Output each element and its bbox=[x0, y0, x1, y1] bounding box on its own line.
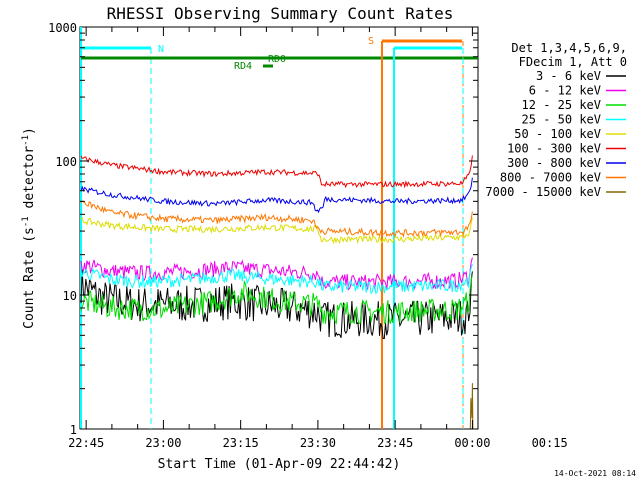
y-axis-label-end: ) bbox=[22, 127, 37, 135]
legend: Det 1,3,4,5,6,9, FDecim 1, Att 0 3 - 6 k… bbox=[485, 41, 627, 199]
legend-entry-label: 12 - 25 keV bbox=[522, 98, 601, 112]
series-line bbox=[80, 177, 473, 214]
chart-title: RHESSI Observing Summary Count Rates bbox=[107, 4, 454, 23]
flag-labels: N S RD4 RD0 bbox=[158, 36, 374, 72]
series-lines bbox=[80, 155, 474, 430]
series-line bbox=[80, 275, 473, 325]
timestamp: 14-Oct-2021 08:14 bbox=[554, 469, 636, 478]
x-axis: 22:45 23:00 23:15 23:30 23:45 00:00 00:15 bbox=[68, 27, 568, 450]
legend-entry-label: 6 - 12 keV bbox=[529, 84, 601, 98]
y-axis-label: Count Rate (s-1 detector-1) bbox=[21, 127, 37, 329]
x-tick-label: 23:45 bbox=[377, 436, 413, 450]
x-axis-label: Start Time (01-Apr-09 22:44:42) bbox=[158, 457, 401, 472]
flag-label-rd0: RD0 bbox=[268, 54, 286, 65]
series-line bbox=[80, 200, 473, 238]
y-axis-label-exp1: -1 bbox=[21, 216, 31, 227]
series-line bbox=[80, 155, 473, 189]
legend-header-1: Det 1,3,4,5,6,9, bbox=[511, 41, 627, 55]
legend-entry-label: 50 - 100 keV bbox=[514, 127, 601, 141]
y-axis-label-main: Count Rate (s bbox=[22, 227, 37, 329]
flag-label-n: N bbox=[158, 44, 164, 55]
series-line bbox=[80, 257, 473, 291]
flag-label-rd4: RD4 bbox=[234, 61, 252, 72]
flag-label-s: S bbox=[368, 36, 374, 47]
flag-lines bbox=[80, 27, 478, 429]
legend-header-2: FDecim 1, Att 0 bbox=[519, 55, 627, 69]
x-tick-label: 23:00 bbox=[145, 436, 181, 450]
plot-frame bbox=[79, 26, 479, 430]
y-axis-label-exp2: -1 bbox=[21, 135, 31, 146]
series-line bbox=[469, 383, 474, 430]
y-tick-label: 100 bbox=[55, 155, 77, 169]
x-tick-label: 22:45 bbox=[68, 436, 104, 450]
series-line bbox=[80, 216, 473, 245]
y-tick-label: 10 bbox=[63, 289, 77, 303]
y-axis-label-mid: detector bbox=[22, 146, 37, 217]
x-tick-label: 23:15 bbox=[223, 436, 259, 450]
legend-entry-label: 800 - 7000 keV bbox=[500, 171, 601, 185]
x-tick-label: 23:30 bbox=[300, 436, 336, 450]
x-tick-label: 00:15 bbox=[532, 436, 568, 450]
y-axis: 1 10 100 1000 bbox=[48, 21, 478, 437]
y-tick-label: 1000 bbox=[48, 21, 77, 35]
plot-area: N S RD4 RD0 22:45 23:00 23:15 23:30 23:45 00:00 0… bbox=[48, 21, 568, 450]
x-tick-label: 00:00 bbox=[454, 436, 490, 450]
series-line bbox=[80, 263, 473, 295]
y-tick-label: 1 bbox=[70, 423, 77, 437]
legend-entry-label: 100 - 300 keV bbox=[507, 142, 601, 156]
legend-entry-label: 7000 - 15000 keV bbox=[485, 185, 601, 199]
legend-entry-label: 300 - 800 keV bbox=[507, 156, 601, 170]
legend-entry-label: 25 - 50 keV bbox=[522, 113, 601, 127]
legend-entry-label: 3 - 6 keV bbox=[536, 69, 601, 83]
